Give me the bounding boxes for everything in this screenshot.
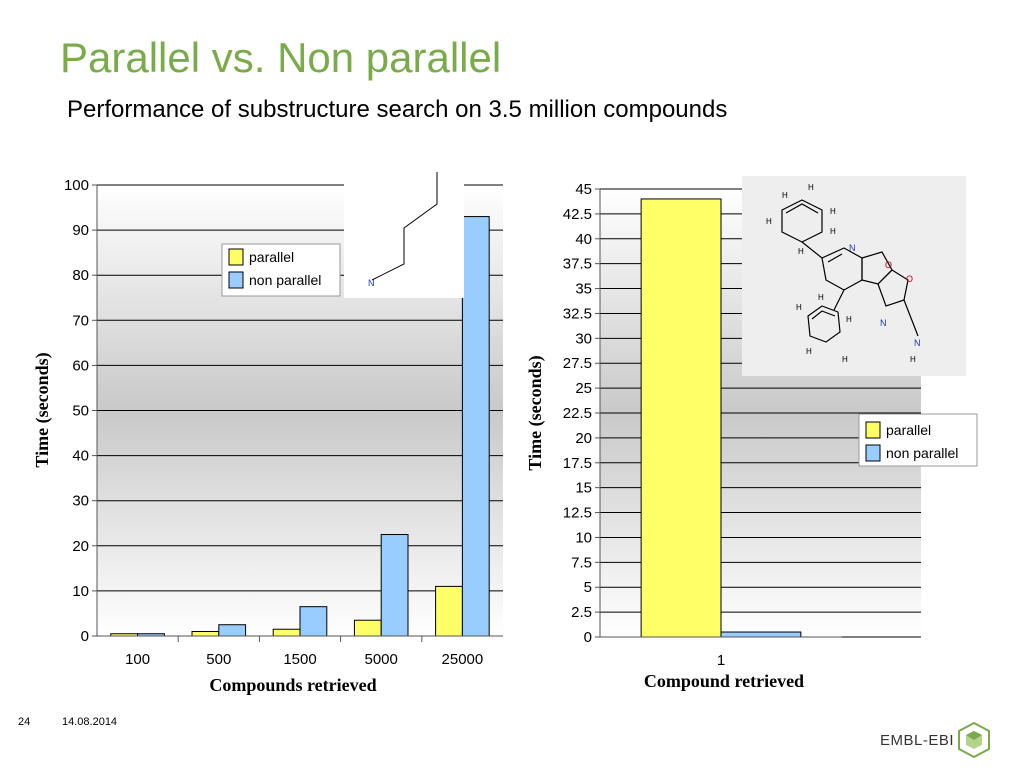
molecule-hydrogen-label: H [782, 191, 788, 200]
y-tick-label: 32.5 [563, 305, 592, 322]
y-tick-label: 45 [575, 181, 592, 198]
y-tick-label: 10 [575, 529, 592, 546]
embl-ebi-logo-text: EMBL-EBI [880, 732, 955, 749]
molecule-hydrogen-label: H [842, 355, 848, 364]
y-tick-label: 25 [575, 380, 592, 397]
y-tick-label: 20 [575, 430, 592, 447]
y-tick-label: 20 [72, 538, 89, 555]
legend-swatch-non-parallel [228, 271, 244, 289]
molecule-atom-n2: N [880, 318, 887, 328]
molecule-fragment-label: N [368, 278, 375, 288]
x-tick-label: 100 [125, 651, 150, 668]
molecule-hydrogen-label: H [830, 207, 836, 216]
legend-label-non-parallel: non parallel [886, 445, 958, 461]
embl-ebi-logo-icon [958, 721, 990, 759]
y-tick-label: 100 [64, 177, 89, 194]
y-tick-label: 35 [575, 281, 592, 298]
y-tick-label: 70 [72, 312, 89, 329]
y-tick-label: 50 [72, 403, 89, 420]
y-axis-title: Time (seconds) [32, 352, 53, 467]
y-tick-label: 80 [72, 267, 89, 284]
molecule-atom-n1: N [849, 243, 856, 253]
y-axis-title: Time (seconds) [525, 355, 546, 470]
y-tick-label: 2.5 [571, 604, 592, 621]
slide-title: Parallel vs. Non parallel [60, 34, 502, 81]
y-tick-label: 42.5 [563, 206, 592, 223]
y-tick-label: 40 [72, 448, 89, 465]
molecule-fragment-image: N [344, 172, 464, 298]
y-tick-label: 30 [72, 493, 89, 510]
molecule-atom-n3: N [914, 338, 921, 348]
x-axis-title: Compound retrieved [644, 671, 804, 691]
molecule-atom-o2: O [906, 274, 913, 284]
x-axis-title: Compounds retrieved [209, 675, 376, 695]
y-tick-label: 30 [575, 330, 592, 347]
y-tick-label: 0 [584, 629, 592, 646]
bar-non-parallel-1 [720, 631, 802, 638]
x-tick-label: 500 [206, 651, 231, 668]
y-tick-label: 15 [575, 480, 592, 497]
chart-compounds-retrieved: 0 10 20 30 40 50 60 70 80 90 100 100 500 1500 5000 250… [32, 172, 503, 695]
molecule-hydrogen-label: H [846, 315, 852, 324]
x-tick-label: 1500 [283, 651, 316, 668]
legend-swatch-parallel [228, 248, 244, 266]
y-tick-label: 17.5 [563, 455, 592, 472]
y-tick-label: 40 [575, 231, 592, 248]
bar-non-parallel-500 [218, 624, 247, 637]
y-tick-label: 10 [72, 583, 89, 600]
y-tick-label: 12.5 [563, 505, 592, 522]
molecule-hydrogen-label: H [808, 183, 814, 192]
legend-swatch-non-parallel [865, 444, 881, 462]
legend-label-non-parallel: non parallel [249, 272, 321, 288]
molecule-hydrogen-label: H [806, 347, 812, 356]
bar-non-parallel-5000 [380, 534, 409, 637]
legend: parallel non parallel [858, 413, 978, 467]
molecule-hydrogen-label: H [830, 227, 836, 236]
y-tick-label: 60 [72, 357, 89, 374]
x-tick-label: 25000 [442, 651, 484, 668]
legend-label-parallel: parallel [886, 422, 931, 438]
x-tick-label: 5000 [365, 651, 398, 668]
molecule-hydrogen-label: H [796, 303, 802, 312]
y-tick-label: 22.5 [563, 405, 592, 422]
slide-date: 14.08.2014 [62, 716, 118, 728]
y-tick-label: 37.5 [563, 256, 592, 273]
molecule-hydrogen-label: H [910, 355, 916, 364]
bar-parallel-25000 [435, 585, 463, 637]
legend-swatch-parallel [865, 421, 881, 439]
bar-non-parallel-1500 [299, 606, 328, 637]
molecule-hydrogen-label: H [818, 293, 824, 302]
x-tick-label: 1 [717, 652, 725, 669]
bar-parallel-5000 [353, 619, 382, 637]
molecule-hydrogen-label: H [766, 217, 772, 226]
y-tick-label: 27.5 [563, 355, 592, 372]
bar-parallel-500 [191, 630, 220, 637]
bar-parallel-1500 [272, 628, 301, 637]
y-tick-label: 90 [72, 222, 89, 239]
slide-subtitle: Performance of substructure search on 3.… [67, 96, 728, 123]
molecule-hydrogen-label: H [798, 247, 804, 256]
molecule-structure-image: H H H H H H H H H H H H N O O N N [742, 176, 966, 376]
legend: parallel non parallel [221, 243, 341, 297]
page-number: 24 [18, 716, 31, 728]
y-tick-label: 0 [81, 628, 89, 645]
bar-parallel-1 [640, 198, 722, 638]
legend-label-parallel: parallel [249, 249, 294, 265]
y-tick-label: 5 [584, 579, 592, 596]
y-tick-label: 7.5 [571, 554, 592, 571]
bar-non-parallel-25000 [461, 216, 490, 637]
molecule-atom-o1: O [885, 260, 892, 270]
